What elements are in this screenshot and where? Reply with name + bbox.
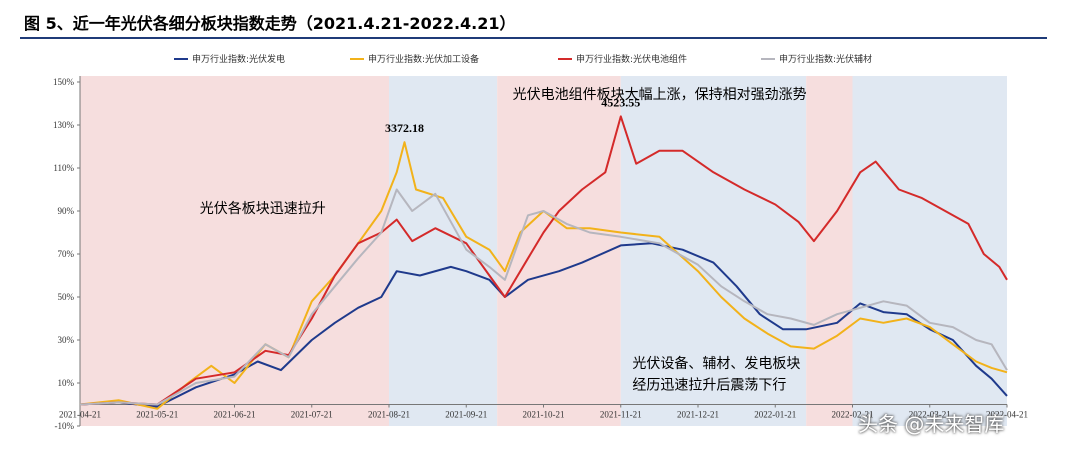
y-tick-label: 50% [58, 292, 75, 302]
watermark: 头条 @未来智库 [858, 412, 1005, 436]
y-tick-label: 150% [53, 77, 75, 87]
x-tick-label: 2022-03-21 [909, 410, 951, 420]
x-tick-label: 2022-02-21 [832, 410, 874, 420]
shaded-period [620, 76, 807, 426]
x-tick-label: 2022-04-21 [986, 410, 1028, 420]
x-tick-label: 2021-04-21 [59, 410, 101, 420]
x-tick-label: 2022-01-21 [754, 410, 796, 420]
legend-label: 申万行业指数:光伏辅材 [779, 53, 872, 65]
series-line [79, 115, 1008, 406]
y-tick-label: 130% [53, 120, 75, 130]
shaded-period [806, 76, 853, 426]
shaded-period [80, 76, 389, 426]
y-tick-label: 110% [53, 163, 74, 173]
chart-axes: 150% 130% 110% 90% 70% 50% 30% 10% -10%2021-04-2… [53, 76, 1028, 431]
x-tick-label: 2021-11-21 [600, 410, 642, 420]
series-line [79, 188, 1008, 406]
legend-label: 申万行业指数:光伏加工设备 [368, 53, 479, 65]
annotation-text: 光伏设备、辅材、发电板块 [632, 355, 800, 372]
x-tick-label: 2021-05-21 [136, 410, 178, 420]
peak-label: 3372.18 [385, 121, 424, 135]
legend-label: 申万行业指数:光伏发电 [192, 53, 285, 65]
figure-title-bar: 图 5、近一年光伏各细分板块指数走势（2021.4.21-2022.4.21） [20, 8, 1047, 39]
legend-label: 申万行业指数:光伏电池组件 [576, 53, 687, 65]
series-lines [79, 115, 1008, 410]
y-tick-label: -10% [55, 421, 75, 431]
annotation-text: 经历迅速拉升后震荡下行 [632, 377, 786, 393]
chart-legend: 申万行业指数:光伏发电 申万行业指数:光伏加工设备 申万行业指数:光伏电池组件 申万行… [174, 53, 872, 65]
y-tick-label: 30% [58, 335, 75, 345]
shaded-period [497, 76, 621, 426]
x-tick-label: 2021-07-21 [291, 410, 333, 420]
x-tick-label: 2021-09-21 [445, 410, 487, 420]
x-tick-label: 2021-12-21 [677, 410, 719, 420]
x-tick-label: 2021-08-21 [368, 410, 410, 420]
chart-annotations: 3372.18 4523.55 光伏各板块迅速拉升 光伏电池组件板块大幅上涨，保持相对… [200, 87, 807, 393]
shaded-period [389, 76, 498, 426]
annotation-text: 光伏各板块迅速拉升 [200, 201, 326, 217]
x-tick-label: 2021-10-21 [523, 410, 565, 420]
shaded-periods [80, 76, 1007, 426]
x-tick-label: 2021-06-21 [214, 410, 256, 420]
annotation-text: 光伏电池组件板块大幅上涨，保持相对强劲涨势 [513, 87, 807, 103]
peak-label: 4523.55 [601, 95, 640, 109]
y-tick-label: 90% [58, 206, 75, 216]
figure-title: 图 5、近一年光伏各细分板块指数走势（2021.4.21-2022.4.21） [24, 14, 516, 33]
y-tick-label: 70% [58, 249, 75, 259]
series-line [79, 242, 1008, 408]
y-tick-label: 10% [58, 378, 75, 388]
